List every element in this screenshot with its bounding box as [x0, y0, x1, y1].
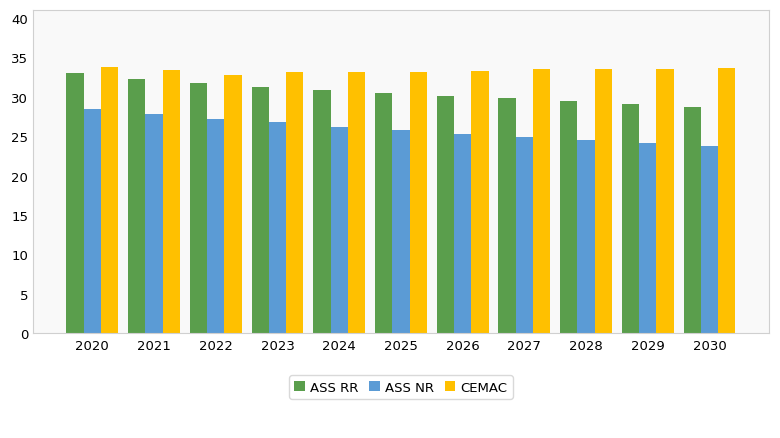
- Bar: [718, 68, 736, 333]
- Bar: [331, 127, 348, 333]
- Bar: [314, 91, 331, 333]
- Bar: [498, 99, 516, 333]
- Bar: [392, 131, 410, 333]
- Bar: [577, 141, 594, 333]
- Bar: [622, 105, 639, 333]
- Bar: [269, 123, 286, 333]
- Bar: [375, 94, 392, 333]
- Bar: [348, 73, 365, 333]
- Bar: [516, 138, 533, 333]
- Bar: [207, 120, 225, 333]
- Bar: [594, 70, 612, 333]
- Bar: [683, 108, 701, 333]
- Legend: ASS RR, ASS NR, CEMAC: ASS RR, ASS NR, CEMAC: [289, 375, 512, 399]
- Bar: [454, 134, 471, 333]
- Bar: [410, 72, 427, 333]
- Bar: [128, 79, 145, 333]
- Bar: [657, 70, 674, 333]
- Bar: [701, 147, 718, 333]
- Bar: [286, 73, 303, 333]
- Bar: [437, 97, 454, 333]
- Bar: [252, 88, 269, 333]
- Bar: [533, 70, 550, 333]
- Bar: [83, 110, 101, 333]
- Bar: [190, 84, 207, 333]
- Bar: [145, 115, 163, 333]
- Bar: [471, 72, 488, 333]
- Bar: [101, 68, 119, 333]
- Bar: [560, 102, 577, 333]
- Bar: [639, 144, 657, 333]
- Bar: [163, 71, 180, 333]
- Bar: [66, 74, 83, 333]
- Bar: [225, 76, 242, 333]
